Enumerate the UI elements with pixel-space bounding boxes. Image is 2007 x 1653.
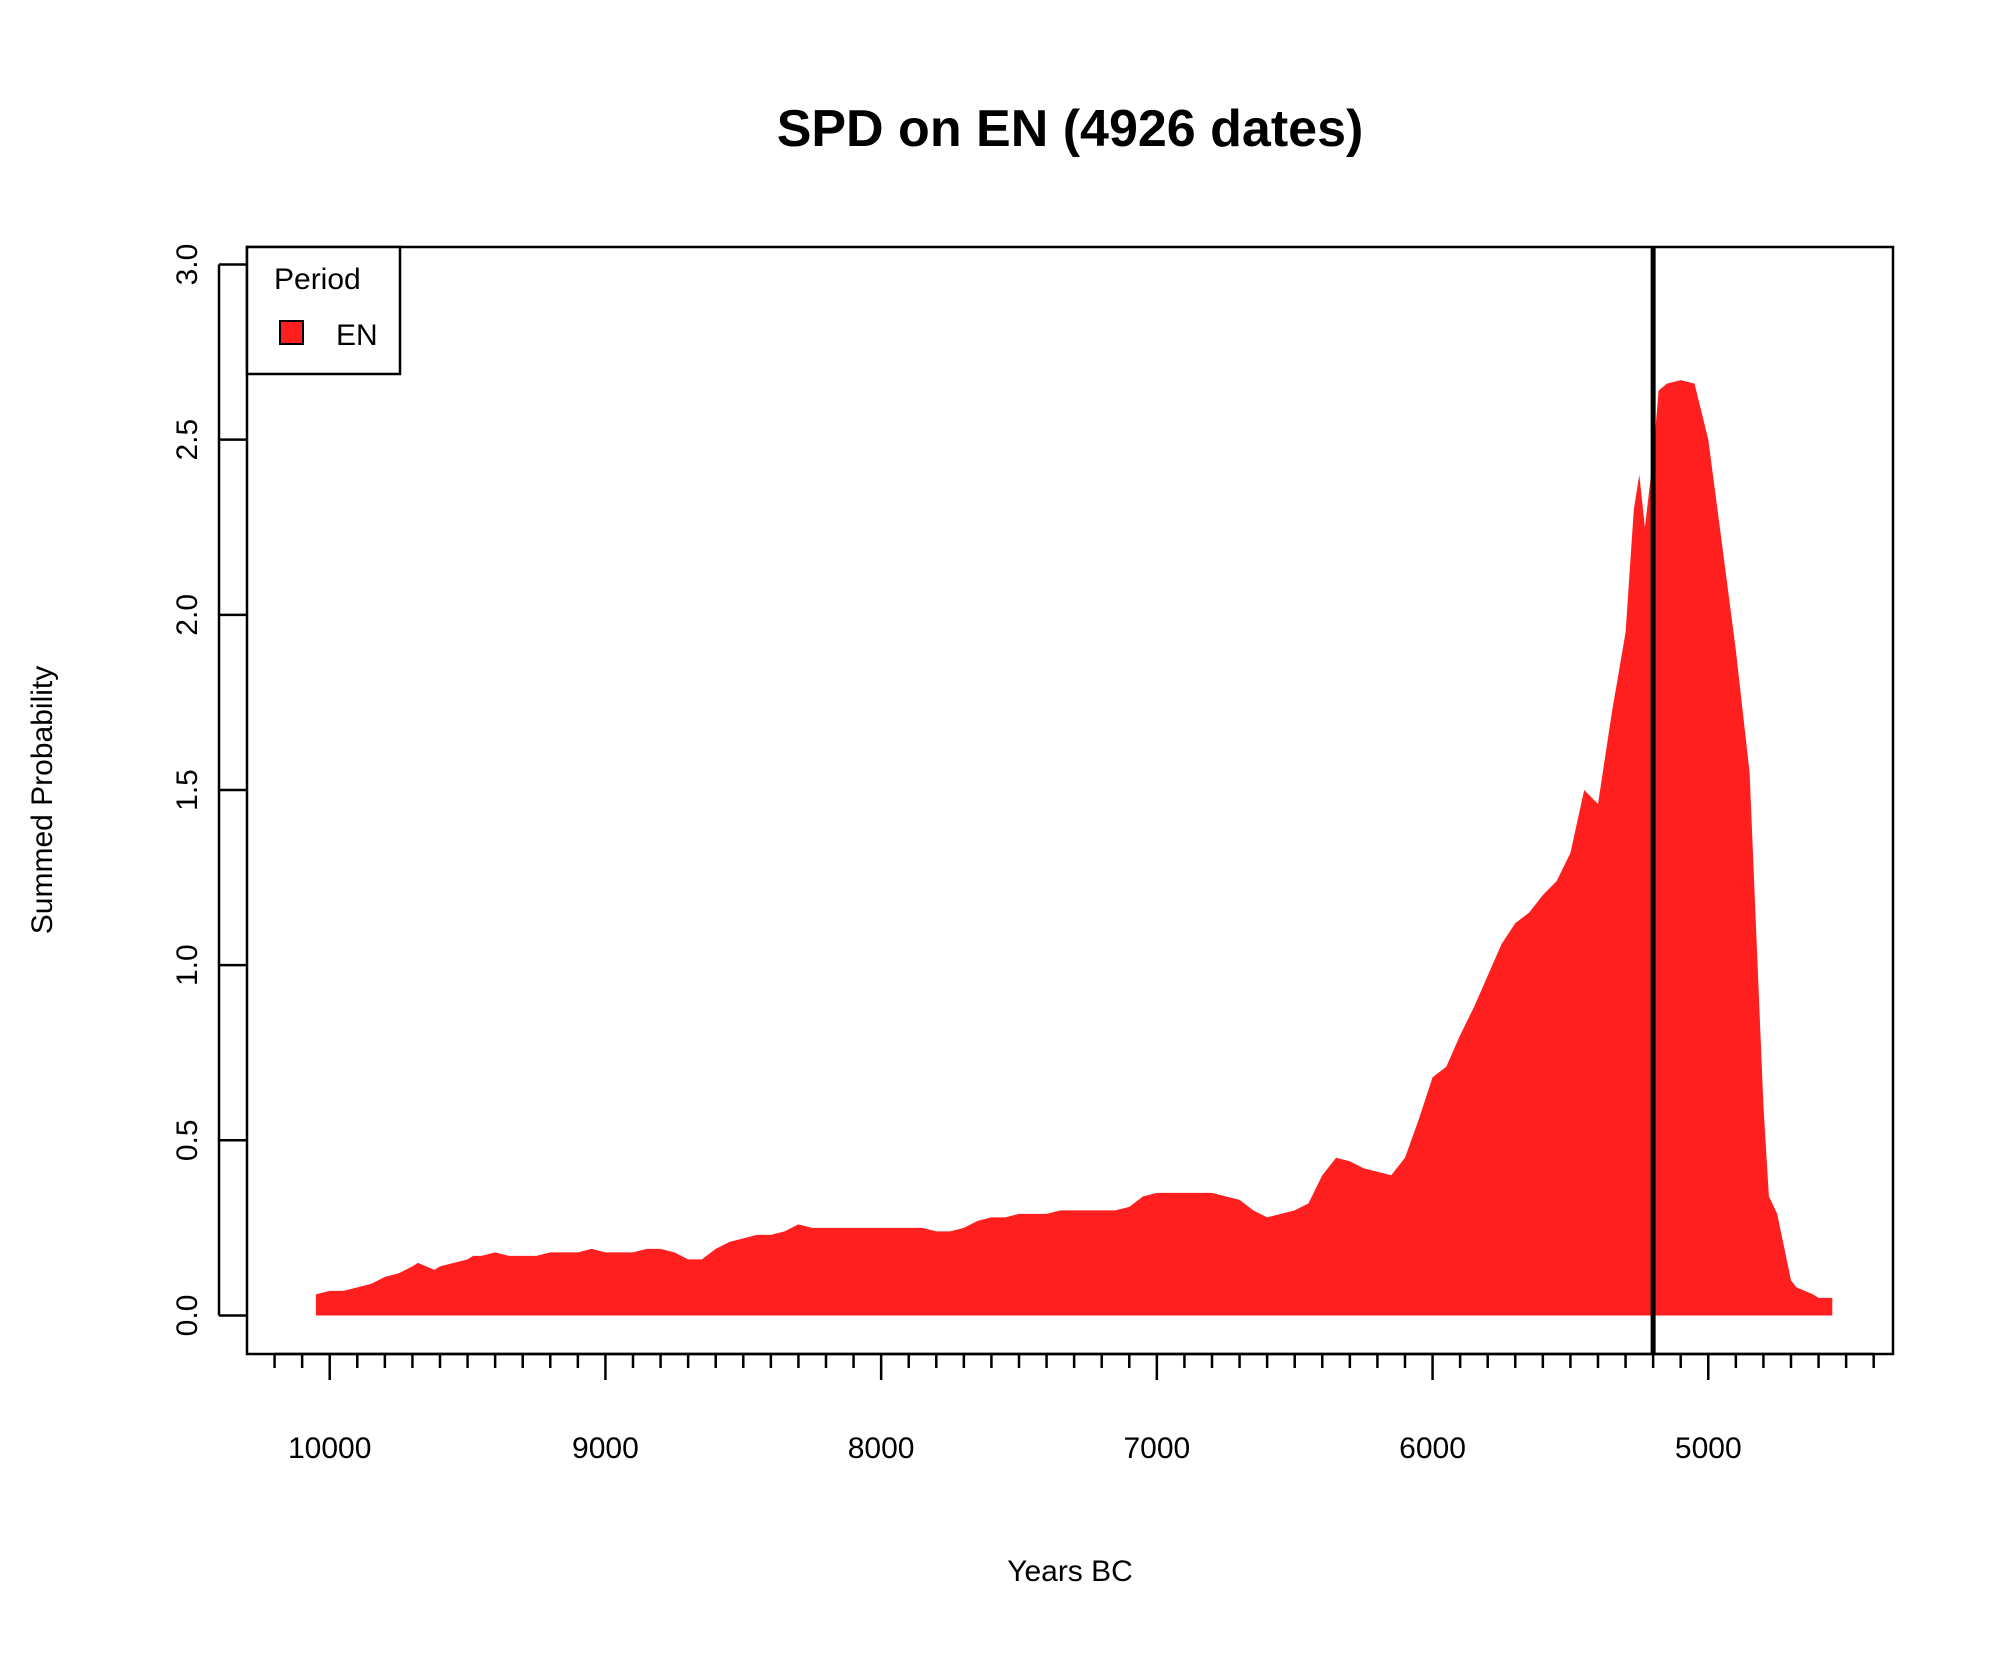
y-axis: 0.0 0.5 1.0 1.5 2.0 2.5 3.0: [171, 244, 247, 1337]
x-tick-label: 10000: [288, 1432, 371, 1465]
y-tick-label: 0.0: [171, 1295, 204, 1337]
legend-swatch-en: [279, 320, 304, 345]
y-tick-label: 1.5: [171, 769, 204, 811]
x-axis: 10000 9000 8000 7000 6000 5000: [273, 1352, 1875, 1465]
y-tick-label: 1.0: [171, 944, 204, 986]
y-axis-label: Summed Probability: [26, 666, 59, 934]
series-area-en: [315, 380, 1833, 1316]
legend-label-en: EN: [336, 319, 378, 352]
legend-box: [245, 245, 402, 376]
x-tick-label: 6000: [1399, 1432, 1466, 1465]
y-tick-label: 0.5: [171, 1119, 204, 1161]
x-tick-label: 5000: [1675, 1432, 1742, 1465]
x-axis-label: Years BC: [1007, 1555, 1133, 1588]
chart-title: SPD on EN (4926 dates): [777, 100, 1364, 158]
legend-title: Period: [274, 263, 361, 296]
legend: Period EN: [245, 245, 402, 376]
x-tick-label: 9000: [572, 1432, 639, 1465]
plot-area: [245, 245, 1895, 1356]
x-tick-label: 8000: [848, 1432, 915, 1465]
y-tick-label: 2.0: [171, 594, 204, 636]
y-tick-label: 3.0: [171, 244, 204, 286]
y-tick-label: 2.5: [171, 419, 204, 461]
x-tick-label: 7000: [1123, 1432, 1190, 1465]
